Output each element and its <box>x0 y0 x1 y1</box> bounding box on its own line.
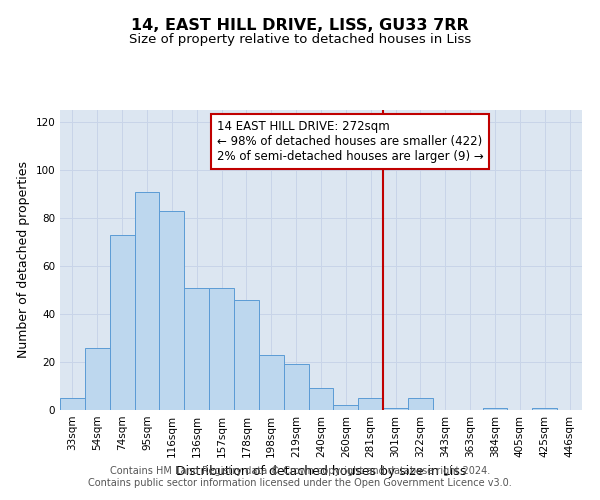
Bar <box>259 355 284 410</box>
Bar <box>532 408 557 410</box>
Bar <box>60 398 85 410</box>
Bar <box>85 348 110 410</box>
X-axis label: Distribution of detached houses by size in Liss: Distribution of detached houses by size … <box>176 466 466 478</box>
Bar <box>160 211 184 410</box>
Bar <box>184 288 209 410</box>
Bar <box>308 388 334 410</box>
Bar <box>482 408 508 410</box>
Bar <box>134 192 160 410</box>
Text: 14 EAST HILL DRIVE: 272sqm
← 98% of detached houses are smaller (422)
2% of semi: 14 EAST HILL DRIVE: 272sqm ← 98% of deta… <box>217 120 484 162</box>
Y-axis label: Number of detached properties: Number of detached properties <box>17 162 30 358</box>
Bar <box>234 300 259 410</box>
Text: 14, EAST HILL DRIVE, LISS, GU33 7RR: 14, EAST HILL DRIVE, LISS, GU33 7RR <box>131 18 469 32</box>
Bar <box>408 398 433 410</box>
Bar <box>334 405 358 410</box>
Bar <box>110 235 134 410</box>
Text: Contains HM Land Registry data © Crown copyright and database right 2024.
Contai: Contains HM Land Registry data © Crown c… <box>88 466 512 487</box>
Bar <box>383 408 408 410</box>
Text: Size of property relative to detached houses in Liss: Size of property relative to detached ho… <box>129 32 471 46</box>
Bar <box>209 288 234 410</box>
Bar <box>358 398 383 410</box>
Bar <box>284 364 308 410</box>
